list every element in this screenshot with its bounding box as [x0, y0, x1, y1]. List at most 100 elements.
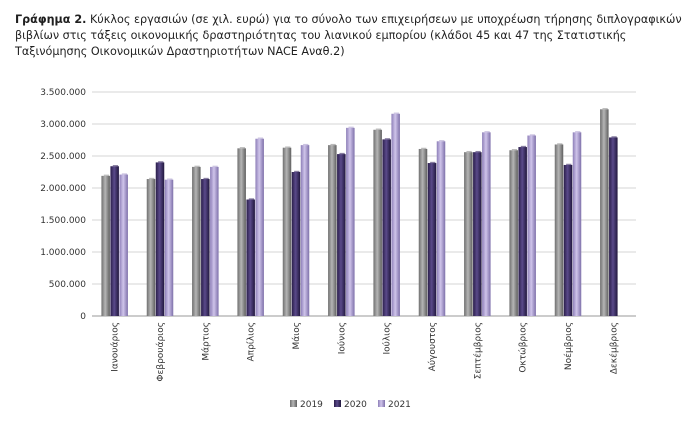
- x-tick-label: Μάρτιος: [201, 322, 211, 361]
- bar-cap: [239, 147, 246, 149]
- bar-2020-1: [110, 166, 119, 316]
- bar-2021-4: [255, 138, 264, 316]
- legend-swatch-2019: [290, 400, 297, 407]
- bar-2021-6: [346, 127, 355, 316]
- bar-2020-3: [201, 179, 210, 316]
- caption-label: Γράφημα 2.: [15, 13, 87, 26]
- legend-label-2021: 2021: [388, 400, 411, 410]
- bar-2019-6: [328, 145, 337, 316]
- bar-2020-10: [518, 147, 527, 316]
- bar-cap: [257, 137, 264, 139]
- bar-2021-7: [391, 113, 400, 316]
- legend: 2019 2020 2021: [290, 400, 411, 410]
- bar-cap: [384, 138, 391, 140]
- bar-cap: [167, 178, 173, 180]
- bar-cap: [212, 165, 218, 167]
- bar-cap: [330, 143, 336, 146]
- bar-2021-9: [482, 132, 491, 316]
- bar-2021-8: [436, 141, 446, 316]
- bar-cap: [439, 140, 445, 142]
- bar-cap: [393, 112, 400, 114]
- bar-2020-8: [427, 163, 437, 316]
- bar-cap: [294, 170, 300, 172]
- bar-cap: [557, 143, 563, 145]
- bar-2019-7: [373, 129, 382, 316]
- bar-cap: [430, 161, 436, 164]
- x-tick-label: Απρίλιος: [247, 322, 257, 362]
- bar-2019-11: [554, 144, 564, 316]
- bar-cap: [520, 145, 527, 148]
- y-tick-label: 1.000.000: [40, 248, 86, 258]
- figure-caption: Γράφημα 2. Κύκλος εργασιών (σε χιλ. ευρώ…: [15, 12, 687, 60]
- legend-label-2019: 2019: [300, 400, 323, 410]
- bar-2020-6: [337, 154, 346, 316]
- bar-2021-3: [210, 166, 219, 316]
- legend-swatch-2020: [334, 400, 341, 407]
- bar-cap: [194, 165, 200, 167]
- bar-cap: [339, 152, 345, 155]
- x-tick-label: Φεβρουάριος: [156, 322, 166, 382]
- x-tick-label: Σεπτέμβριος: [472, 322, 483, 379]
- y-axis-ticks: 0 500.000 1.000.000 1.500.000 2.000.000 2.500…: [40, 88, 86, 322]
- x-tick-label: Μάιος: [292, 322, 302, 350]
- bar-cap: [575, 131, 581, 133]
- caption-text: Κύκλος εργασιών (σε χιλ. ευρώ) για το σύ…: [15, 13, 682, 58]
- bar-2021-1: [119, 174, 128, 316]
- bar-cap: [611, 136, 617, 138]
- x-tick-label: Οκτώβριος: [518, 322, 529, 373]
- bar-2019-5: [282, 147, 292, 316]
- bar-cap: [112, 165, 119, 167]
- bar-2019-1: [101, 175, 110, 316]
- bar-2020-7: [382, 139, 391, 316]
- x-tick-label: Ιούλιος: [382, 322, 393, 355]
- bar-2021-2: [164, 179, 174, 316]
- bars: [101, 108, 618, 316]
- bar-2019-4: [237, 148, 246, 316]
- x-tick-label: Νοέμβριος: [563, 322, 574, 370]
- x-tick-label: Αύγουστος: [427, 322, 438, 371]
- bar-cap: [303, 143, 309, 146]
- bar-2019-8: [418, 148, 428, 316]
- bar-2021-5: [300, 145, 310, 316]
- bar-cap: [121, 173, 128, 175]
- bar-2019-10: [509, 150, 518, 316]
- bar-cap: [103, 174, 110, 176]
- bar-cap: [285, 146, 291, 148]
- bar-cap: [149, 177, 155, 180]
- bar-2020-2: [155, 162, 165, 316]
- bar-2019-9: [464, 152, 473, 316]
- bar-cap: [511, 149, 518, 151]
- y-tick-label: 1.500.000: [40, 216, 86, 226]
- x-tick-label: Δεκέμβριος: [608, 322, 619, 374]
- bar-2020-9: [473, 152, 482, 316]
- x-axis-labels: Ιανουάριος Φεβρουάριος Μάρτιος Απρίλιος Μάιο…: [111, 322, 620, 382]
- bar-cap: [203, 177, 209, 180]
- legend-swatch-2021: [378, 400, 385, 407]
- bar-cap: [475, 150, 481, 153]
- gridlines: [92, 91, 636, 317]
- bar-cap: [602, 108, 608, 110]
- y-tick-label: 500.000: [49, 280, 86, 290]
- bar-2020-11: [563, 164, 573, 316]
- bar-cap: [375, 128, 382, 130]
- bar-cap: [466, 150, 472, 153]
- bar-2020-5: [291, 172, 301, 316]
- y-tick-label: 0: [80, 312, 86, 322]
- bar-2019-3: [192, 166, 201, 316]
- bar-cap: [529, 134, 536, 136]
- y-tick-label: 3.500.000: [40, 88, 86, 98]
- y-tick-label: 2.500.000: [40, 152, 86, 162]
- bar-2021-10: [527, 135, 536, 316]
- x-tick-label: Ιούνιος: [336, 322, 347, 354]
- y-tick-label: 3.000.000: [40, 120, 86, 130]
- y-tick-label: 2.000.000: [40, 184, 86, 194]
- legend-label-2020: 2020: [344, 400, 367, 410]
- bar-2020-4: [246, 199, 255, 316]
- bar-cap: [348, 126, 354, 128]
- bar-2019-2: [146, 179, 156, 316]
- bar-2021-11: [572, 132, 582, 316]
- bar-cap: [248, 198, 255, 200]
- bar-cap: [484, 131, 490, 133]
- bar-2020-12: [609, 137, 618, 316]
